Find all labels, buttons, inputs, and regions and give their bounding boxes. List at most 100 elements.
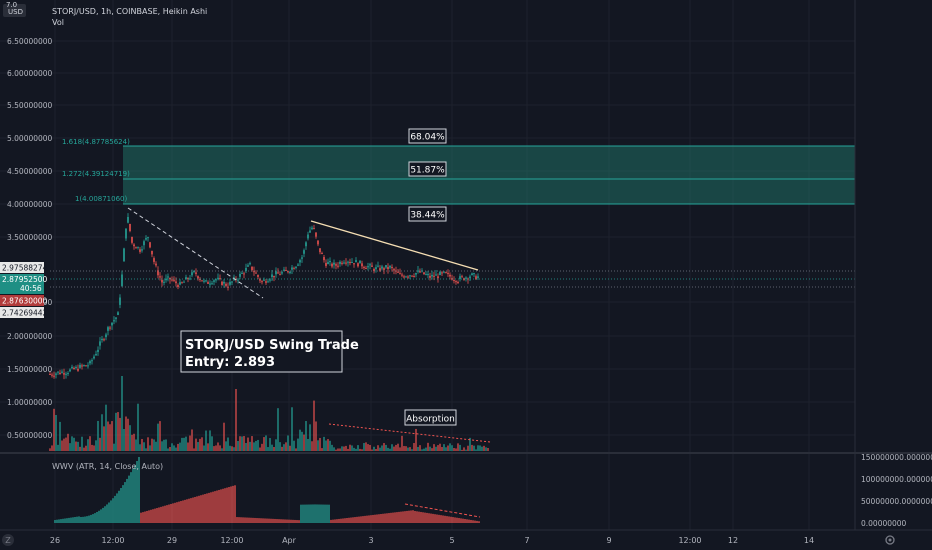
fibonacci-extension[interactable]: 1.618(4.87785624) 1.272(4.39124719) 1(4.… [62,138,855,205]
candle-body [399,273,401,275]
candle-body [185,277,187,280]
volume-bar [363,443,365,451]
wwv-bar [354,517,356,523]
volume-legend[interactable]: Vol [52,18,64,27]
downtrend-line-dashed[interactable] [127,207,264,299]
candle-body [297,264,299,266]
volume-bar [79,446,81,451]
wwv-bar [176,502,178,523]
candle-body [125,228,127,239]
candle-body [117,312,119,315]
wwv-bar [442,515,444,523]
volume-bar [435,446,437,451]
candle-body [471,273,473,275]
wwv-bar [128,475,130,523]
volume-bar [115,412,117,451]
wwv-bar [286,519,288,523]
wwv-bar [476,520,478,523]
wwv-bar [436,514,438,523]
currency-badge[interactable]: USD [8,8,23,16]
tag-high: 2.97588274 [2,264,48,273]
candle-body [415,272,417,275]
volume-bar [463,447,465,451]
candle-body [139,249,141,252]
volume-bar [481,446,483,451]
wwv-bar [136,460,138,523]
indicator-trend-line[interactable] [404,503,481,518]
symbol-title[interactable]: STORJ/USD, 1h, COINBASE, Heikin Ashi [52,7,207,16]
wwv-bar [422,512,424,523]
wwv-bar [92,514,94,523]
candle-body [327,262,329,265]
volume-bar [131,434,133,451]
badge-51: 51.87% [408,161,447,177]
volume-trend-line[interactable] [328,423,491,443]
settings-gear-icon[interactable] [885,535,895,545]
trade-note[interactable]: STORJ/USD Swing Trade Entry: 2.893 [180,330,359,373]
volume-bar [163,439,165,451]
indicator-title[interactable]: WWV (ATR, 14, Close, Auto) [52,462,163,471]
candle-body [231,281,233,283]
downtrend-line[interactable] [310,220,479,271]
wwv-bar [262,518,264,523]
candle-body [193,270,195,272]
volume-bar [339,448,341,451]
volume-bar [233,447,235,451]
wwv-bar [306,504,308,523]
wwv-bar [410,510,412,523]
price-tick-label: 0.50000000 [7,431,53,440]
volume-bar [99,437,101,451]
candle-body [457,281,459,283]
volume-bar [289,445,291,451]
wwv-bar [116,493,118,523]
volume-bar [263,437,265,451]
candle-body [349,262,351,264]
wwv-bar [238,517,240,523]
volume-bar [179,442,181,451]
time-tick-label: Apr [282,536,297,545]
candle-body [307,234,309,239]
volume-bar [309,424,311,451]
candle-body [103,339,105,341]
volume-bar [405,446,407,451]
zoom-button-bg[interactable] [2,534,14,546]
wwv-bar [398,511,400,523]
volume-bar [305,421,307,451]
volume-bar [459,444,461,451]
wwv-bar [288,519,290,523]
candle-body [229,281,231,285]
wwv-bar [256,518,258,523]
grid-lines [0,0,855,530]
candle-body [243,273,245,275]
wwv-bar [156,508,158,523]
wwv-bar [450,516,452,523]
wwv-bar [310,504,312,523]
candle-body [109,327,111,329]
volume-bar [209,430,211,451]
volume-bar [345,445,347,451]
candle-body [255,272,257,274]
wwv-bar [458,518,460,523]
candle-body [181,282,183,284]
volume-bar [331,444,333,451]
currency-badge-bg[interactable] [3,4,26,17]
volume-bar [255,440,257,451]
wwv-bar [360,516,362,523]
time-tick-label: 12 [728,536,738,545]
volume-bar [207,443,209,451]
candle-body [189,278,191,280]
time-axis[interactable]: 26 12:00 29 12:00 Apr 3 5 7 9 12:00 12 14 [50,536,814,545]
volume-bar [359,448,361,451]
candle-body [363,266,365,268]
wwv-bar [84,516,86,523]
wwv-bar [272,518,274,523]
wwv-bar [244,517,246,523]
price-tick-label: 1.00000000 [7,398,53,407]
candle-body [101,338,103,341]
indicator-axis[interactable]: 150000000.00000000 100000000.00000000 5000… [861,453,932,528]
volume-bar [477,445,479,451]
zoom-button[interactable]: Z [5,536,11,545]
volume-bar [335,449,337,451]
candle-body [153,258,155,262]
